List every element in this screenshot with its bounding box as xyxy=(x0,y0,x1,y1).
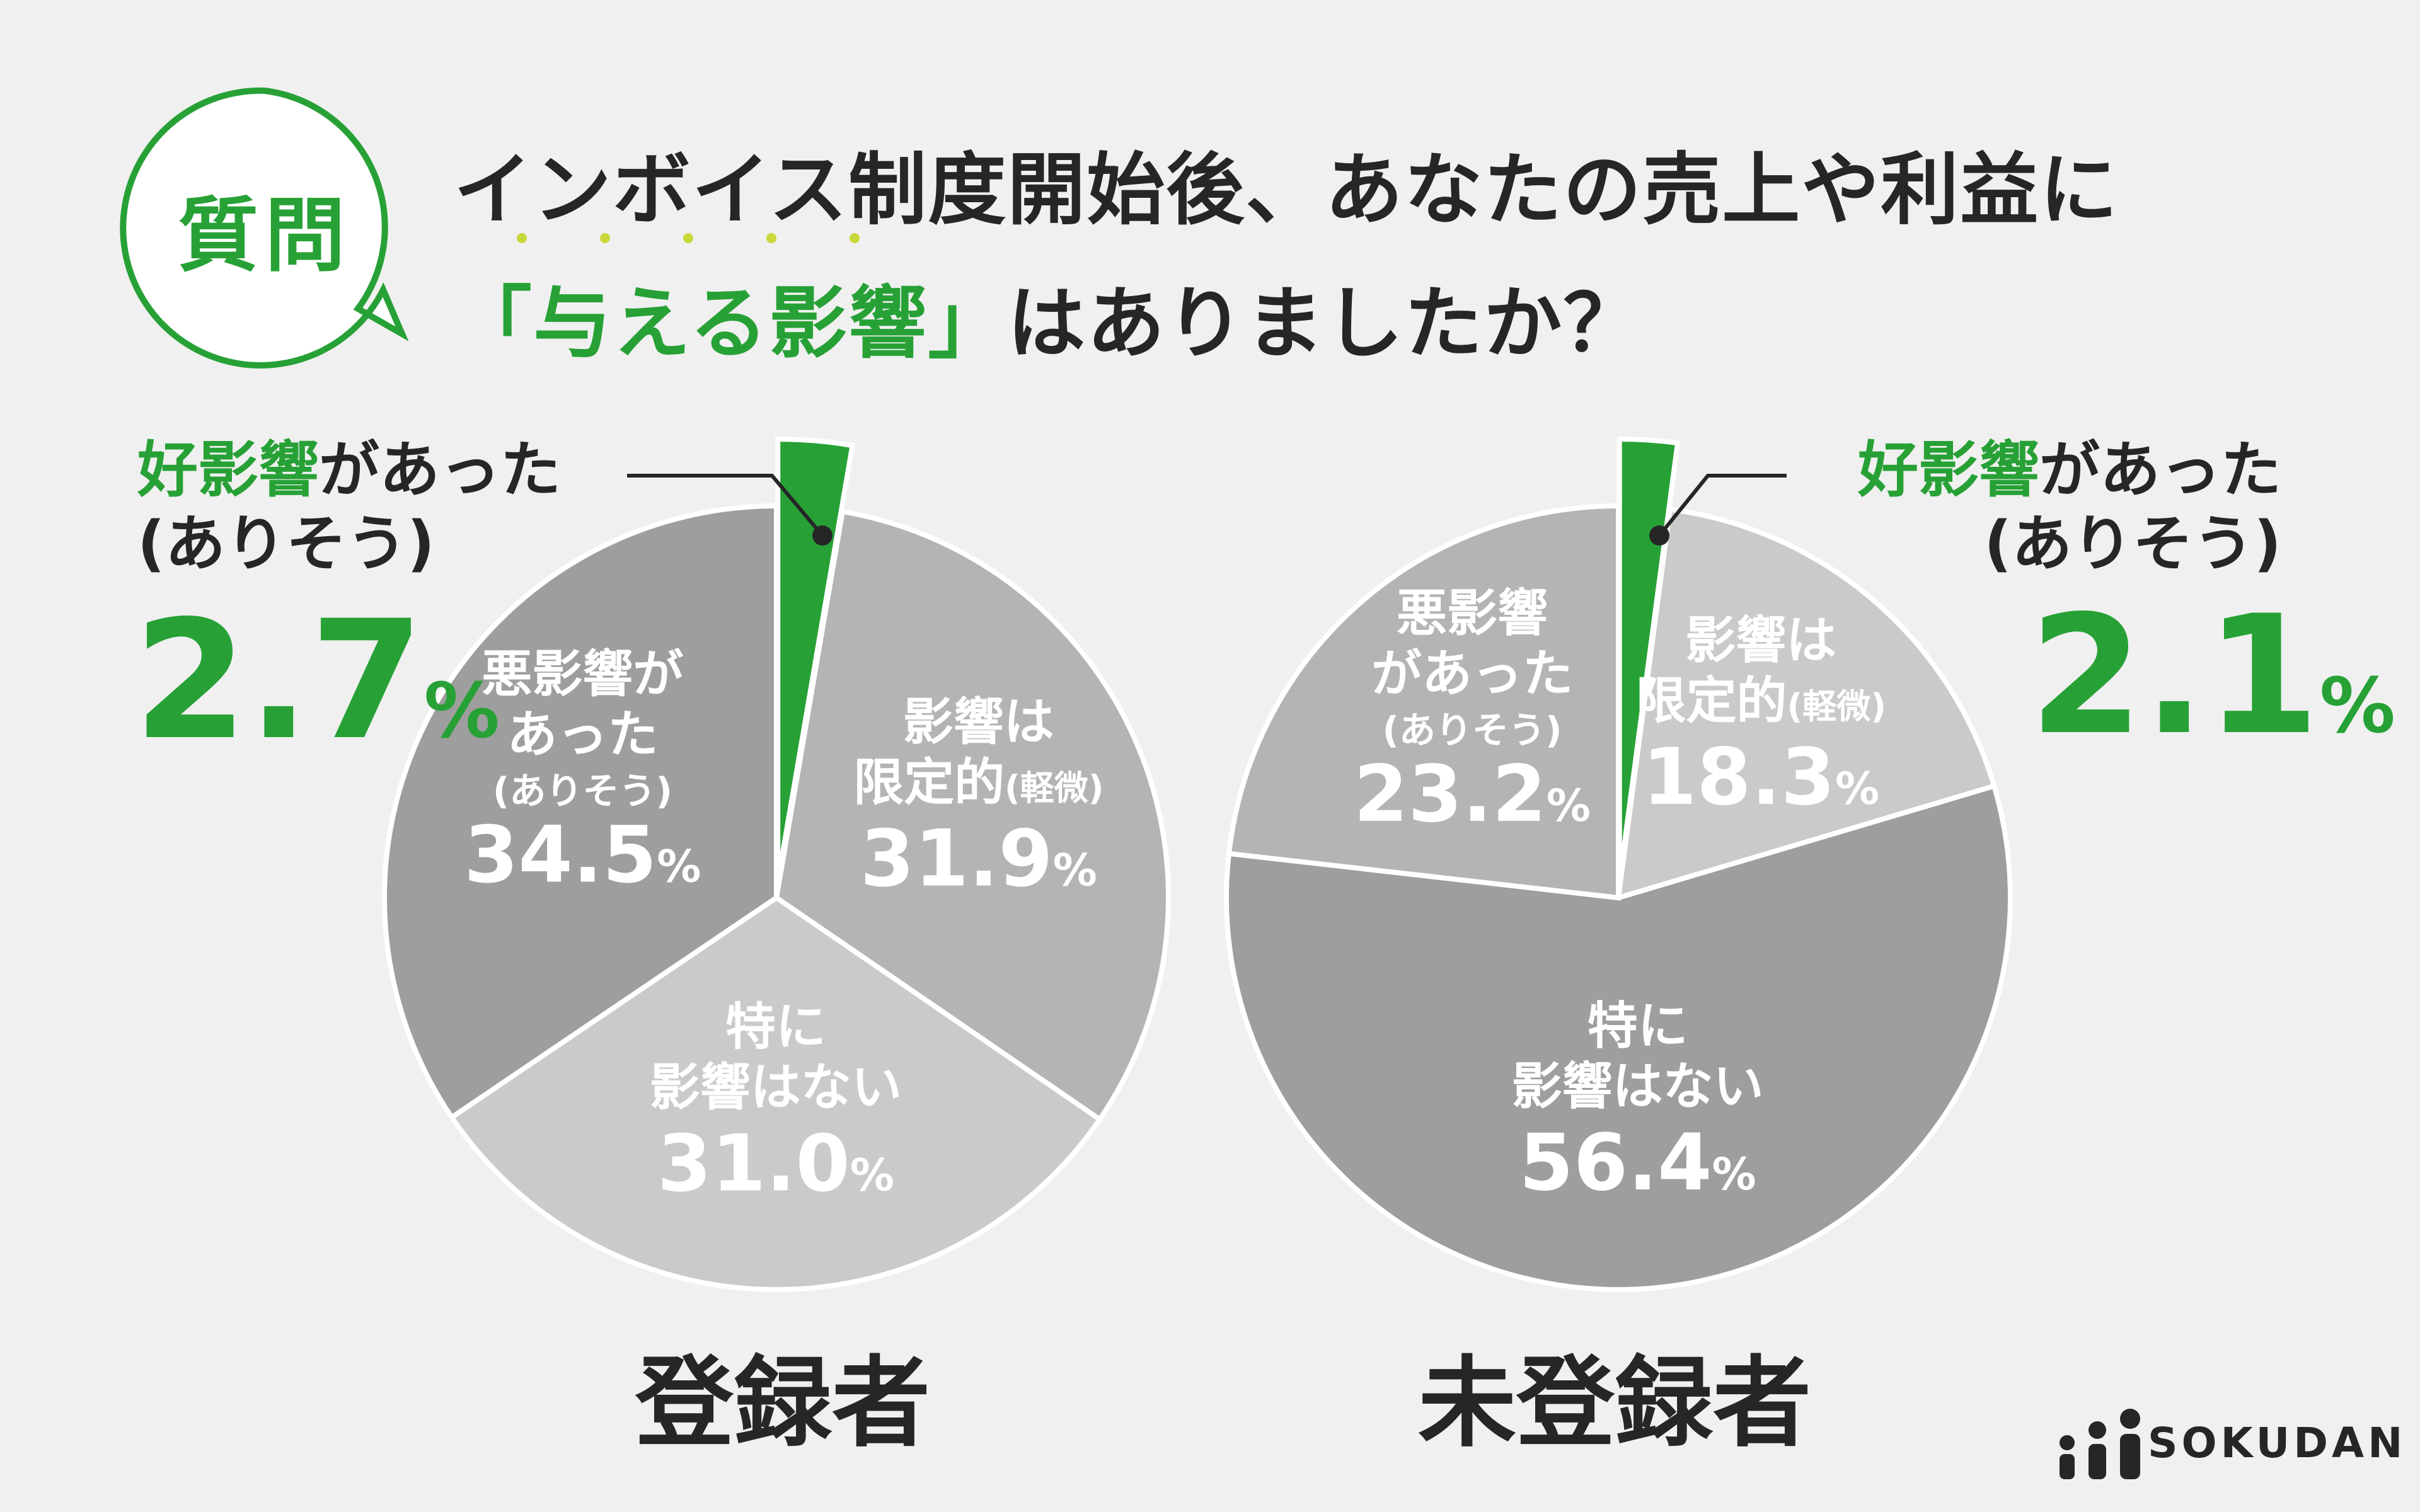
chart-title-registered: 登録者 xyxy=(635,1346,930,1460)
pie-slice-0-3 xyxy=(382,503,779,1121)
callout-label-rest: があった xyxy=(319,435,561,505)
slice-label-0-2: 特に xyxy=(725,997,826,1056)
slice-label-1-2: 影響はない xyxy=(1512,1057,1764,1116)
slice-label-0-2: 影響はない xyxy=(650,1058,902,1116)
pie-slice-0-1 xyxy=(773,508,1171,1123)
pie-slice-0-2 xyxy=(448,895,1103,1292)
title-bracket-open: 「 xyxy=(454,278,534,369)
slice-sub-0-3: (ありそう) xyxy=(493,770,672,813)
slice-label-1-3: があった xyxy=(1371,644,1573,703)
callout-positive-registered: 好影響があった (ありそう) xyxy=(137,433,561,581)
slice-sub-1-3: (ありそう) xyxy=(1382,709,1562,752)
title-line2-rest: はありましたか？ xyxy=(1007,278,1643,369)
title-highlight: 与える影響 xyxy=(533,278,928,369)
callout-leader-line-1 xyxy=(1657,474,1787,537)
slice-label-0-1: 影響は xyxy=(903,692,1054,751)
sokudan-logo-icon xyxy=(2060,1409,2140,1479)
slice-label-1-1: 限定的(軽微) xyxy=(1636,672,1886,730)
slice-label-0-3: 悪影響が xyxy=(481,645,683,704)
callout-number: 2.1 xyxy=(2029,581,2320,771)
callout-number: 2.7 xyxy=(134,586,424,776)
slice-label-1-3: 悪影響 xyxy=(1397,584,1548,643)
callout-value-registered: 2.7% xyxy=(134,586,500,776)
pie-slice-1-1 xyxy=(1615,506,1998,902)
callout-sub: (ありそう) xyxy=(1984,508,2281,580)
slice-label-0-3: あった xyxy=(507,706,658,764)
brand-name: SOKUDAN xyxy=(2148,1419,2407,1467)
chart-title-unregistered: 未登録者 xyxy=(1418,1346,1811,1460)
callout-leader-dot-1 xyxy=(1649,525,1669,546)
callout-value-unregistered: 2.1% xyxy=(2029,581,2395,771)
callout-label-green: 好影響 xyxy=(1858,435,2039,505)
callout-leader-line-0 xyxy=(627,474,824,537)
pie-slice-1-3 xyxy=(1226,503,1621,901)
slice-label-1-2: 特に xyxy=(1587,997,1688,1055)
callout-unit: % xyxy=(2319,663,2395,750)
callout-positive-unregistered: 好影響があった (ありそう) xyxy=(1815,433,2281,581)
question-title-line1: インボイス制度開始後、あなたの売上や利益に xyxy=(454,145,2119,236)
title-bracket-close: 」 xyxy=(928,278,1008,369)
callout-sub: (ありそう) xyxy=(137,508,435,580)
question-badge-label: 質問 xyxy=(177,188,352,283)
question-badge-icon xyxy=(120,87,409,369)
callout-label-green: 好影響 xyxy=(137,435,319,505)
question-title-line2: 「与える影響」はありましたか？ xyxy=(454,260,1642,373)
pie-slice-1-2 xyxy=(1224,782,2013,1292)
callout-leader-dot-0 xyxy=(812,525,833,546)
slice-label-1-1: 影響は xyxy=(1685,611,1836,670)
callout-label-rest: があった xyxy=(2039,435,2281,505)
callout-unit: % xyxy=(424,668,500,755)
